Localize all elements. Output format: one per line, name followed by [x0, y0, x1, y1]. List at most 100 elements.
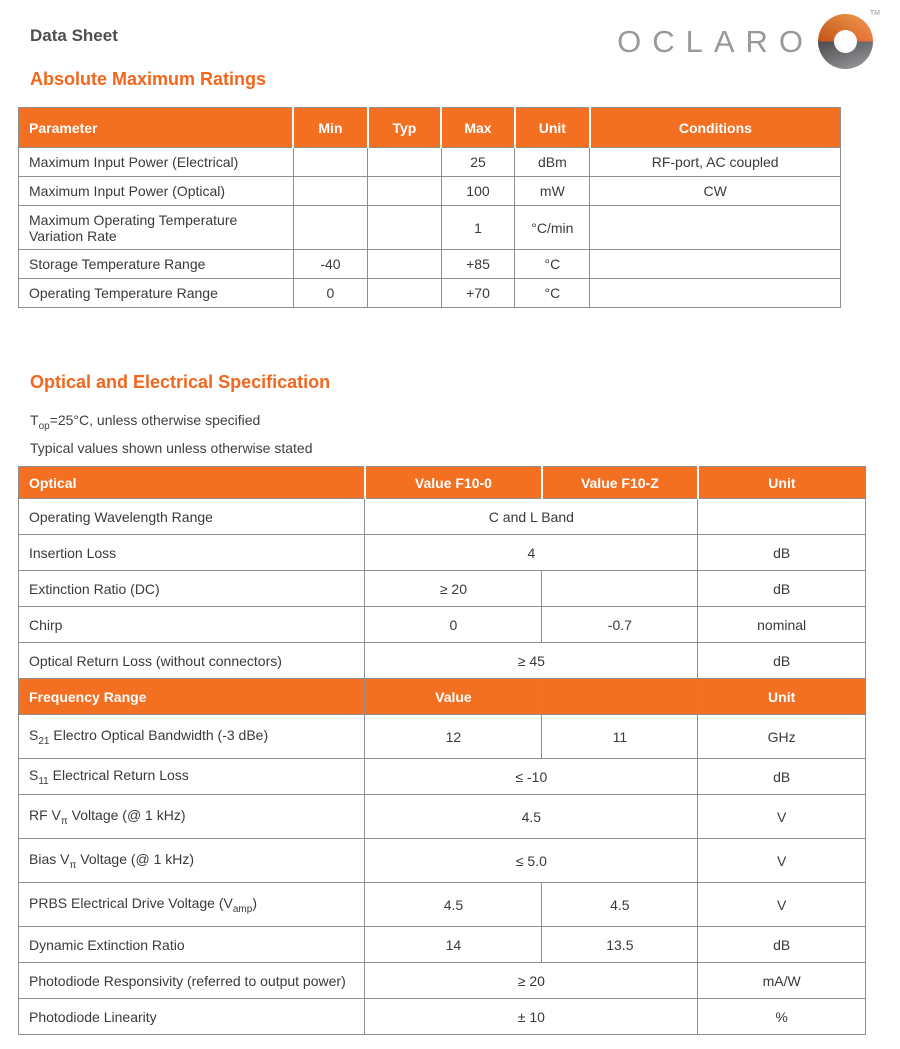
spec-subheader-row: Frequency Range Value Unit	[17, 678, 866, 715]
table-row: S21 Electro Optical Bandwidth (-3 dBe) 1…	[17, 714, 866, 759]
table-row: S11 Electrical Return Loss ≤ -10 dB	[17, 758, 866, 795]
col-header-typ: Typ	[367, 107, 443, 148]
col-header-value-f10-z: Value F10-Z	[541, 466, 699, 499]
cell-max: 100	[440, 176, 516, 206]
cell-value: ≤ -10	[364, 758, 699, 795]
cell-value-f10-0: 12	[364, 714, 543, 759]
col-header-blank	[541, 678, 699, 715]
table-row: Photodiode Responsivity (referred to out…	[17, 962, 866, 999]
cell-conditions: CW	[589, 176, 841, 206]
cell-value-f10-0: 14	[364, 926, 543, 963]
cell-value-f10-0: ≥ 20	[364, 570, 543, 607]
table-row: Extinction Ratio (DC) ≥ 20 dB	[17, 570, 866, 607]
cell-parameter: Photodiode Responsivity (referred to out…	[17, 962, 366, 999]
table-row: Operating Temperature Range 0 +70 °C	[18, 278, 841, 308]
cell-max: 1	[440, 205, 516, 250]
amr-header-row: Parameter Min Typ Max Unit Conditions	[18, 107, 841, 148]
col-header-unit: Unit	[697, 466, 866, 499]
table-row: RF Vπ Voltage (@ 1 kHz) 4.5 V	[17, 794, 866, 839]
cell-value: ± 10	[364, 998, 699, 1035]
cell-typ	[367, 176, 442, 206]
cell-unit	[697, 498, 866, 535]
cell-value-f10-z: 4.5	[541, 882, 699, 927]
cell-value-f10-0: 0	[364, 606, 543, 643]
table-row: Storage Temperature Range -40 +85 °C	[18, 249, 841, 279]
cell-unit: %	[697, 998, 866, 1035]
col-header-parameter: Parameter	[18, 107, 295, 148]
cell-parameter: PRBS Electrical Drive Voltage (Vamp)	[17, 882, 366, 927]
section-heading-optical-electrical-spec: Optical and Electrical Specification	[30, 372, 331, 392]
cell-value: ≤ 5.0	[364, 838, 699, 883]
cell-parameter: Operating Temperature Range	[18, 278, 294, 308]
cell-unit: dBm	[514, 147, 591, 177]
cell-parameter: Operating Wavelength Range	[17, 498, 366, 535]
oclaro-donut-icon: TM	[816, 10, 880, 72]
cell-typ	[367, 249, 442, 279]
cell-typ	[367, 205, 442, 250]
cell-value-f10-z	[541, 570, 699, 607]
cell-parameter: Insertion Loss	[17, 534, 366, 571]
condition-note-typical-values: Typical values shown unless otherwise st…	[30, 440, 313, 456]
col-header-frequency-range: Frequency Range	[17, 678, 366, 715]
col-header-optical: Optical	[17, 466, 366, 499]
cell-conditions	[589, 278, 841, 308]
cell-parameter: Chirp	[17, 606, 366, 643]
cell-unit: °C/min	[514, 205, 591, 250]
col-header-unit: Unit	[514, 107, 591, 148]
cell-value: C and L Band	[364, 498, 699, 535]
cell-parameter: Storage Temperature Range	[18, 249, 294, 279]
cell-parameter: Maximum Operating Temperature Variation …	[18, 205, 294, 250]
table-row: Chirp 0 -0.7 nominal	[17, 606, 866, 643]
cell-unit: mA/W	[697, 962, 866, 999]
cell-min: -40	[292, 249, 369, 279]
cell-min	[292, 176, 369, 206]
cell-unit: dB	[697, 570, 866, 607]
cell-value: ≥ 20	[364, 962, 699, 999]
table-row: Photodiode Linearity ± 10 %	[17, 998, 866, 1035]
col-header-min: Min	[292, 107, 369, 148]
absolute-maximum-ratings-table: Parameter Min Typ Max Unit Conditions Ma…	[18, 107, 841, 308]
col-header-conditions: Conditions	[589, 107, 841, 148]
cell-value-f10-0: 4.5	[364, 882, 543, 927]
cell-parameter: Photodiode Linearity	[17, 998, 366, 1035]
cell-unit: GHz	[697, 714, 866, 759]
cell-max: +85	[440, 249, 516, 279]
cell-max: 25	[440, 147, 516, 177]
table-row: Insertion Loss 4 dB	[17, 534, 866, 571]
cell-unit: dB	[697, 534, 866, 571]
cell-unit: dB	[697, 642, 866, 679]
cell-value: ≥ 45	[364, 642, 699, 679]
table-row: Optical Return Loss (without connectors)…	[17, 642, 866, 679]
section-heading-absolute-maximum-ratings: Absolute Maximum Ratings	[30, 69, 267, 89]
table-row: Bias Vπ Voltage (@ 1 kHz) ≤ 5.0 V	[17, 838, 866, 883]
optical-electrical-spec-table: Optical Value F10-0 Value F10-Z Unit Ope…	[17, 466, 866, 1035]
spec-header-row: Optical Value F10-0 Value F10-Z Unit	[17, 466, 866, 499]
cell-value-f10-z: 11	[541, 714, 699, 759]
cell-parameter: Optical Return Loss (without connectors)	[17, 642, 366, 679]
oclaro-logo-wordmark: OCLARO	[617, 23, 814, 59]
cell-value-f10-z: 13.5	[541, 926, 699, 963]
table-row: Maximum Input Power (Electrical) 25 dBm …	[18, 147, 841, 177]
cell-conditions	[589, 205, 841, 250]
cell-parameter: Extinction Ratio (DC)	[17, 570, 366, 607]
table-row: Operating Wavelength Range C and L Band	[17, 498, 866, 535]
cell-min: 0	[292, 278, 369, 308]
cell-typ	[367, 147, 442, 177]
cell-unit: dB	[697, 926, 866, 963]
col-header-value-f10-0: Value F10-0	[364, 466, 543, 499]
cell-parameter: Maximum Input Power (Electrical)	[18, 147, 294, 177]
cell-unit: V	[697, 838, 866, 883]
cell-parameter: S11 Electrical Return Loss	[17, 758, 366, 795]
cell-conditions: RF-port, AC coupled	[589, 147, 841, 177]
oclaro-donut-hole	[834, 30, 857, 53]
cell-value-f10-z: -0.7	[541, 606, 699, 643]
cell-unit: °C	[514, 278, 591, 308]
cell-max: +70	[440, 278, 516, 308]
cell-conditions	[589, 249, 841, 279]
cell-unit: nominal	[697, 606, 866, 643]
cell-parameter: Dynamic Extinction Ratio	[17, 926, 366, 963]
cell-min	[292, 147, 369, 177]
oclaro-donut-ring	[818, 14, 873, 69]
cell-unit: V	[697, 794, 866, 839]
